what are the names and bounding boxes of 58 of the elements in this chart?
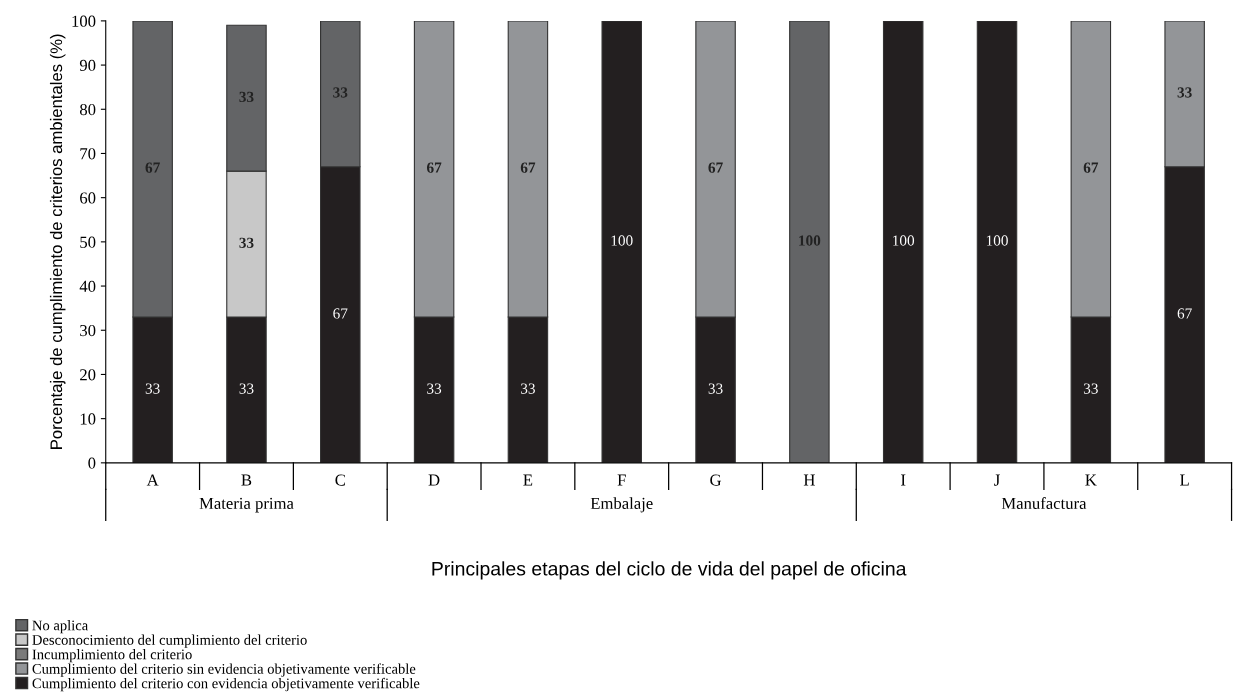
- data-label: 33: [145, 383, 160, 394]
- x-tick-label: F: [617, 474, 626, 486]
- data-label: 33: [708, 383, 723, 394]
- bar: [882, 20, 924, 463]
- x-tick-label: C: [335, 474, 345, 486]
- y-tick-label: 20: [80, 369, 96, 381]
- data-label: 33: [1083, 383, 1098, 394]
- bar: [976, 20, 1018, 463]
- data-label: 33: [427, 383, 442, 394]
- y-tick-label: 10: [80, 413, 96, 425]
- x-tick-label: E: [523, 474, 533, 486]
- data-label: 67: [333, 308, 348, 319]
- y-tick-label: 100: [72, 15, 96, 27]
- x-tick-label: I: [901, 474, 906, 486]
- text: Manufactura: [1001, 497, 1087, 509]
- x-tick-label: L: [1180, 474, 1189, 486]
- data-label: 67: [708, 162, 723, 173]
- data-label: 33: [1177, 87, 1192, 98]
- text: Embalaje: [590, 497, 653, 513]
- x-tick-label: H: [803, 474, 815, 486]
- data-label: 67: [520, 162, 536, 173]
- x-tick-label: G: [710, 474, 722, 486]
- legend-label: Incumplimiento del criterio: [32, 649, 192, 663]
- y-tick-label: 50: [80, 236, 96, 248]
- y-tick-label: 30: [80, 324, 96, 337]
- legend-label: Desconocimiento del cumplimiento del criterio: [32, 634, 307, 648]
- y-tick-label: 80: [79, 103, 96, 116]
- data-label: 100: [611, 235, 633, 246]
- bar: [789, 20, 830, 463]
- data-label: 33: [239, 383, 254, 394]
- y-tick-label: 90: [79, 59, 96, 72]
- data-label: 67: [145, 162, 160, 173]
- data-label: 33: [333, 87, 348, 98]
- x-tick-label: D: [428, 474, 440, 486]
- data-label: 67: [1177, 308, 1192, 319]
- text: Materia prima: [199, 497, 294, 513]
- data-label: 100: [799, 235, 821, 246]
- y-tick-label: 70: [80, 148, 96, 160]
- x-axis-title: Principales etapas del ciclo de vida del papel de oficina: [432, 561, 907, 580]
- data-label: 100: [986, 235, 1008, 246]
- data-label: 67: [1083, 162, 1099, 173]
- data-label: 100: [893, 235, 915, 246]
- bar: [601, 20, 642, 463]
- y-tick-label: 0: [88, 457, 96, 469]
- x-tick-label: J: [994, 474, 1000, 486]
- y-axis-title: Porcentaje de cumplimiento de criterios ambientales (%): [49, 34, 66, 449]
- data-label: 33: [239, 237, 254, 248]
- x-tick-label: A: [146, 474, 159, 486]
- legend-label: No aplica: [32, 620, 88, 634]
- legend-label: Cumplimiento del criterio sin evidencia objetivamente verificable: [32, 663, 416, 677]
- data-label: 33: [521, 383, 535, 394]
- y-tick-label: 60: [80, 192, 96, 204]
- x-tick-label: K: [1085, 474, 1097, 486]
- data-label: 33: [239, 91, 254, 103]
- x-tick-label: B: [241, 474, 252, 486]
- legend-label: Cumplimiento del criterio con evidencia objetivamente verificable: [32, 677, 420, 692]
- y-tick-label: 40: [79, 280, 96, 292]
- data-label: 67: [426, 162, 442, 173]
